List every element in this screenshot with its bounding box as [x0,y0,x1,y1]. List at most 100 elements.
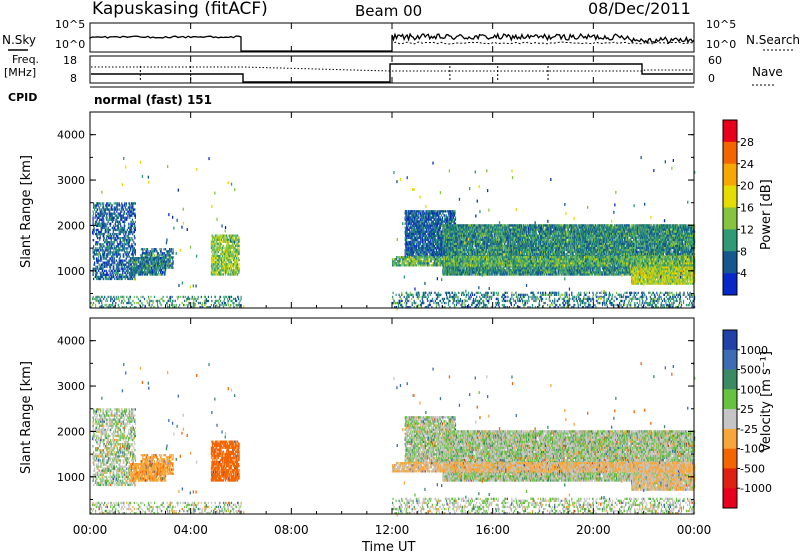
power-cell [216,241,217,243]
power-cell [220,243,221,245]
power-cell [108,264,109,266]
power-cell [231,253,232,255]
power-cell [409,214,410,216]
power-cell [121,211,122,213]
power-cell [123,208,124,210]
power-cell [443,267,444,269]
noise-search-trace [392,42,694,45]
power-cell [104,215,105,217]
power-cell [411,225,412,227]
power-cell [417,235,418,237]
power-cell [418,223,419,225]
power-cell [103,235,104,237]
power-cell [222,257,223,259]
power-cell [104,251,105,253]
power-cell [446,245,447,247]
power-cell [135,229,136,231]
power-cell [447,216,448,218]
power-cell [236,235,237,237]
power-cell [107,266,108,268]
power-cell [109,211,110,213]
power-cell [100,204,101,206]
power-cell [160,264,161,266]
power-cell [96,215,97,217]
power-cell [430,227,431,229]
power-cell [122,268,123,270]
power-cell [421,210,422,212]
power-cell [124,266,125,268]
power-cell [225,273,226,275]
power-cell [129,202,130,204]
power-cell [438,241,439,243]
power-cell [117,204,118,206]
power-cell [127,243,128,245]
power-cell [117,208,118,210]
power-cell [229,269,230,271]
n-search-label: N.Search [746,33,800,47]
power-cell [414,235,415,237]
noise-left-tick-low: 10^0 [55,38,85,51]
power-cell [225,237,226,239]
power-cell [125,233,126,235]
power-cell [110,266,111,268]
power-cell [127,229,128,231]
power-cell [227,237,228,239]
power-cell [444,216,445,218]
power-cell [112,260,113,262]
power-cell [109,243,110,245]
power-cell [154,250,155,252]
power-cell [97,276,98,278]
power-cell [101,231,102,233]
power-cell [143,258,144,260]
power-cell [96,251,97,253]
power-cell [237,241,238,243]
power-cell [97,208,98,210]
power-cell [433,241,434,243]
power-cell [93,249,94,251]
power-cell [172,258,173,260]
power-cell [120,213,121,215]
power-cell [136,261,137,263]
power-cell [412,227,413,229]
power-cell [233,239,234,241]
power-cell [417,239,418,241]
power-cell [444,233,445,235]
power-cell [125,206,126,208]
power-cell [110,274,111,276]
power-cell [165,273,166,275]
power-cell [119,208,120,210]
power-cell [214,255,215,257]
power-cell [432,247,433,249]
power-cell [213,265,214,267]
power-cell [131,265,132,267]
power-cell [165,269,166,271]
power-cell [413,253,414,255]
power-cell [407,227,408,229]
power-cell [420,241,421,243]
power-cell [221,239,222,241]
power-cell [439,251,440,253]
power-cell [102,247,103,249]
power-cell [109,262,110,264]
power-cell [99,208,100,210]
power-cell [97,235,98,237]
power-cell [165,248,166,250]
power-cell [232,235,233,237]
power-cell [162,262,163,264]
power-cell [118,251,119,253]
power-cell [93,221,94,223]
power-cell [126,241,127,243]
power-cell [127,251,128,253]
power-cell [237,273,238,275]
power-cell [432,225,433,227]
power-cell [238,243,239,245]
cpid-value: normal (fast) 151 [94,93,212,107]
power-cell [215,259,216,261]
power-cell [414,251,415,253]
power-cell [131,271,132,273]
power-cell [435,237,436,239]
power-cell [168,264,169,266]
power-cell [103,219,104,221]
power-cell [109,276,110,278]
power-cell [115,270,116,272]
